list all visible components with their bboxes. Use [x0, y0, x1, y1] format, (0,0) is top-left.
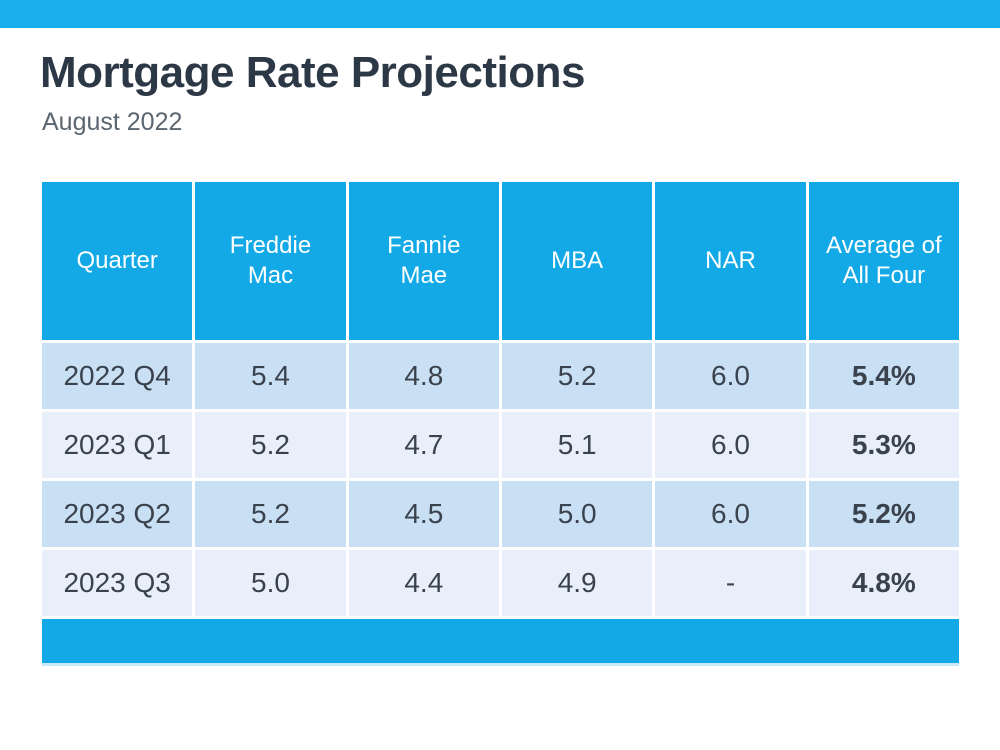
table-row: 2023 Q2 5.2 4.5 5.0 6.0 5.2%	[42, 481, 959, 547]
cell-value: 5.0	[501, 481, 653, 547]
page-subtitle: August 2022	[42, 108, 183, 136]
cell-value: 4.5	[348, 481, 499, 547]
cell-value: 6.0	[655, 343, 806, 409]
cell-average: 4.8%	[808, 550, 959, 616]
cell-value: 5.2	[195, 412, 346, 478]
column-header-freddie-mac: Freddie Mac	[195, 182, 346, 340]
top-accent-bar	[0, 0, 1000, 28]
table-row: 2022 Q4 5.4 4.8 5.2 6.0 5.4%	[42, 343, 959, 409]
table-row: 2023 Q3 5.0 4.4 4.9 - 4.8%	[42, 550, 959, 616]
column-header-fannie-mae: Fannie Mae	[348, 182, 499, 340]
cell-value: 4.7	[348, 412, 499, 478]
table-footer-bar	[42, 619, 959, 666]
column-header-quarter: Quarter	[42, 182, 193, 340]
table-header-row: Quarter Freddie Mac Fannie Mae MBA NAR A…	[42, 182, 959, 340]
cell-average: 5.4%	[808, 343, 959, 409]
table-row: 2023 Q1 5.2 4.7 5.1 6.0 5.3%	[42, 412, 959, 478]
cell-value: 6.0	[655, 412, 806, 478]
page-title: Mortgage Rate Projections	[40, 48, 585, 97]
cell-quarter: 2022 Q4	[42, 343, 193, 409]
cell-value: 5.2	[195, 481, 346, 547]
cell-value: 6.0	[655, 481, 806, 547]
projections-table: Quarter Freddie Mac Fannie Mae MBA NAR A…	[42, 182, 959, 666]
cell-value: 4.4	[348, 550, 499, 616]
column-header-average: Average of All Four	[808, 182, 959, 340]
cell-value: 5.4	[195, 343, 346, 409]
cell-quarter: 2023 Q3	[42, 550, 193, 616]
cell-value: 4.9	[501, 550, 653, 616]
cell-value: 5.2	[501, 343, 653, 409]
cell-value: 4.8	[348, 343, 499, 409]
cell-quarter: 2023 Q1	[42, 412, 193, 478]
cell-value: -	[655, 550, 806, 616]
cell-quarter: 2023 Q2	[42, 481, 193, 547]
cell-average: 5.3%	[808, 412, 959, 478]
cell-value: 5.0	[195, 550, 346, 616]
column-header-nar: NAR	[655, 182, 806, 340]
column-header-mba: MBA	[501, 182, 653, 340]
cell-value: 5.1	[501, 412, 653, 478]
cell-average: 5.2%	[808, 481, 959, 547]
